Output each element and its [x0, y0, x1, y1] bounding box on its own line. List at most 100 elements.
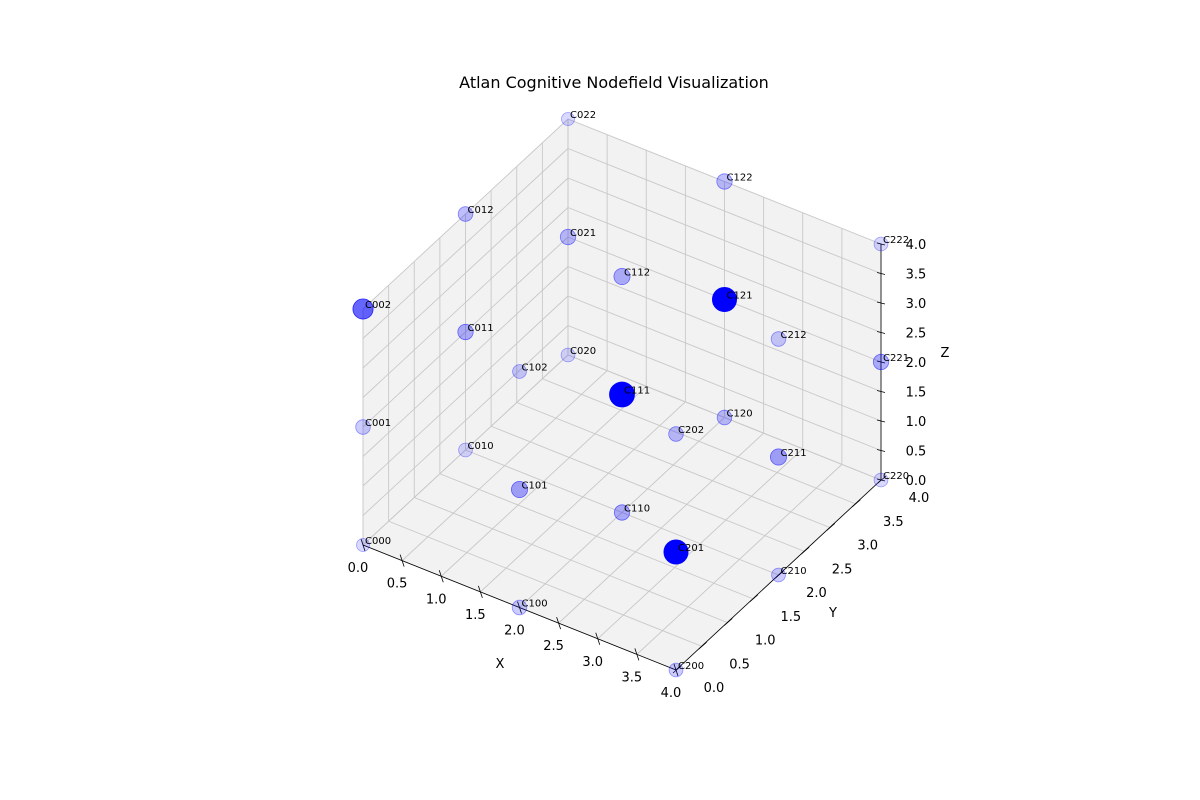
point-label: C112 [624, 268, 650, 279]
y-tick-label: 4.0 [909, 491, 930, 506]
x-tick-mark [360, 538, 366, 552]
point-label: C101 [522, 481, 548, 492]
y-tick-mark [826, 523, 836, 531]
scatter-point [712, 286, 738, 312]
y-tick-mark [800, 546, 810, 555]
x-tick-label: 1.0 [426, 592, 447, 607]
scatter-point [716, 409, 733, 426]
scatter-point [716, 173, 733, 190]
y-tick-mark [723, 618, 733, 626]
y-tick-label: 3.0 [857, 539, 878, 554]
grid-line-side-z [362, 325, 569, 516]
scatter-point [873, 472, 889, 488]
z-tick-mark [876, 301, 886, 305]
point-label: C020 [570, 346, 596, 357]
grid-line-floor-y [439, 473, 754, 600]
point-label: C110 [624, 504, 650, 515]
scatter-point [873, 236, 889, 252]
grid-line-back-z [567, 177, 882, 304]
point-label: C102 [522, 363, 548, 374]
grid-line-side-z [362, 354, 569, 546]
axis-grid [362, 118, 882, 671]
z-tick-mark [876, 449, 886, 452]
z-tick-mark [876, 419, 886, 423]
scatter-point [613, 504, 631, 521]
x-tick-label: 1.5 [465, 608, 486, 623]
scatter-point [510, 480, 528, 498]
point-label: C022 [570, 110, 596, 121]
point-label: C001 [365, 418, 391, 429]
y-tick-label: 2.0 [806, 586, 827, 601]
x-axis-label: X [496, 657, 505, 672]
point-label: C201 [678, 543, 704, 554]
scatter-point [457, 206, 474, 222]
scatter-point [559, 228, 577, 246]
scatter-point [561, 112, 575, 126]
y-axis-label: Y [828, 606, 837, 621]
scatter-point [609, 381, 635, 408]
z-tick-label: 3.0 [906, 297, 927, 312]
x-tick-mark [438, 570, 444, 583]
y-tick-label: 0.5 [729, 657, 750, 672]
y-tick-label: 2.5 [832, 562, 853, 577]
grid-line-side-z [362, 118, 569, 310]
point-label: C011 [468, 323, 494, 334]
x-tick-mark [399, 554, 405, 567]
chart-title: Atlan Cognitive Nodefield Visualization [459, 73, 769, 92]
x-tick-label: 2.0 [504, 624, 525, 639]
z-tick-label: 0.0 [906, 474, 927, 489]
x-tick-label: 2.5 [543, 639, 564, 654]
x-tick-label: 4.0 [661, 686, 682, 701]
z-tick-label: 1.0 [906, 415, 927, 430]
z-tick-label: 0.5 [906, 445, 927, 460]
point-label: C202 [678, 425, 704, 436]
y-tick-mark [672, 665, 682, 674]
scatter-point [663, 539, 689, 565]
y-tick-mark [775, 570, 784, 579]
grid-line-side-z [362, 148, 569, 339]
point-label: C120 [727, 409, 753, 420]
grid-line-floor-y [414, 497, 728, 623]
scatter-point [511, 599, 528, 616]
z-tick-mark [876, 390, 886, 393]
z-tick-mark [876, 360, 886, 364]
point-label: C212 [781, 330, 807, 341]
scatter-point [512, 364, 527, 379]
x-tick-label: 0.5 [387, 577, 408, 592]
scatter-point [668, 662, 684, 678]
scatter-point [457, 323, 474, 341]
scatter-point [356, 538, 370, 552]
y-tick-mark [749, 594, 759, 603]
z-tick-mark [876, 242, 886, 246]
point-label: C200 [678, 661, 704, 672]
grid-line-floor-y [388, 520, 702, 647]
x-tick-mark [634, 648, 640, 661]
point-label: C210 [781, 566, 807, 577]
z-tick-label: 4.0 [906, 238, 927, 253]
scatter-point [355, 419, 371, 435]
scatter-point [352, 298, 374, 320]
scatter-points: C020 C021 C022 C120 C121 C122 C220 C221 C222 C010… [352, 110, 909, 678]
x-tick-mark [517, 601, 522, 614]
point-label: C122 [727, 173, 753, 184]
point-label: C002 [365, 300, 391, 311]
scatter-point [770, 331, 787, 347]
scatter-point [770, 448, 788, 466]
x-tick-label: 3.5 [622, 670, 643, 685]
y-tick-label: 1.5 [781, 610, 802, 625]
z-tick-label: 3.5 [906, 268, 927, 283]
grid-line-floor-y [490, 425, 805, 552]
y-tick-label: 1.0 [755, 634, 776, 649]
z-tick-label: 1.5 [906, 386, 927, 401]
grid-line-back-z [567, 354, 882, 481]
x-tick-mark [556, 616, 562, 630]
grid-line-floor-y [516, 402, 830, 528]
grid-line-back-z [567, 118, 882, 245]
grid-line-side-z [362, 266, 569, 457]
point-label: C222 [883, 235, 909, 246]
scatter-point [458, 442, 473, 458]
scatter-point [560, 347, 576, 363]
grid-line-back-z [567, 148, 882, 274]
z-tick-mark [876, 331, 886, 334]
